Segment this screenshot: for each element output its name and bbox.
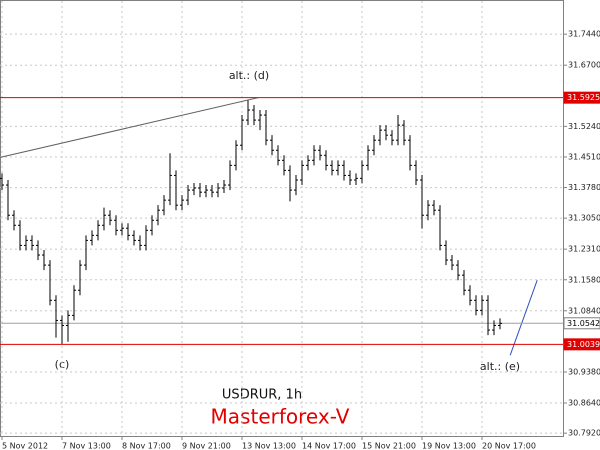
y-tick-label: 31.1580 [568, 275, 600, 284]
x-tick-label: 7 Nov 13:00 [62, 442, 111, 450]
y-tick-label: 31.3780 [568, 183, 600, 192]
y-tick-label: 31.5240 [568, 122, 600, 131]
trend-line [0, 97, 259, 158]
level-label-box [563, 338, 600, 351]
x-tick-label: 9 Nov 21:00 [182, 442, 231, 450]
annotation: (c) [55, 358, 70, 371]
x-tick-label: 8 Nov 17:00 [122, 442, 171, 450]
y-tick-label: 30.7920 [568, 429, 600, 438]
chart-subtitle: Masterforex-V [211, 405, 350, 429]
x-tick-label: 19 Nov 13:00 [422, 442, 476, 450]
level-label: 31.0039 [567, 340, 600, 349]
y-tick-label: 31.0840 [568, 306, 600, 315]
level-label-box [563, 91, 600, 104]
x-tick-label: 13 Nov 13:00 [242, 442, 296, 450]
y-tick-label: 31.6700 [568, 61, 600, 70]
x-tick-label: 5 Nov 2012 [2, 442, 48, 450]
trend-line [509, 280, 538, 356]
x-tick-label: 14 Nov 17:00 [302, 442, 356, 450]
chart-title: USDRUR, 1h [222, 388, 302, 403]
level-label: 31.5925 [567, 93, 600, 102]
x-tick-label: 20 Nov 17:00 [482, 442, 536, 450]
x-tick-label: 15 Nov 21:00 [362, 442, 416, 450]
y-tick-label: 30.8640 [568, 398, 600, 407]
y-tick-label: 31.2310 [568, 245, 600, 254]
y-tick-label: 31.3050 [568, 214, 600, 223]
level-label: 31.0542 [567, 319, 600, 328]
y-tick-label: 30.9380 [568, 367, 600, 376]
annotation: alt.: (d) [229, 69, 269, 82]
y-tick-label: 31.7440 [568, 30, 600, 39]
annotation: alt.: (e) [480, 360, 520, 373]
level-label-box [563, 317, 600, 330]
y-tick-label: 31.4510 [568, 152, 600, 161]
